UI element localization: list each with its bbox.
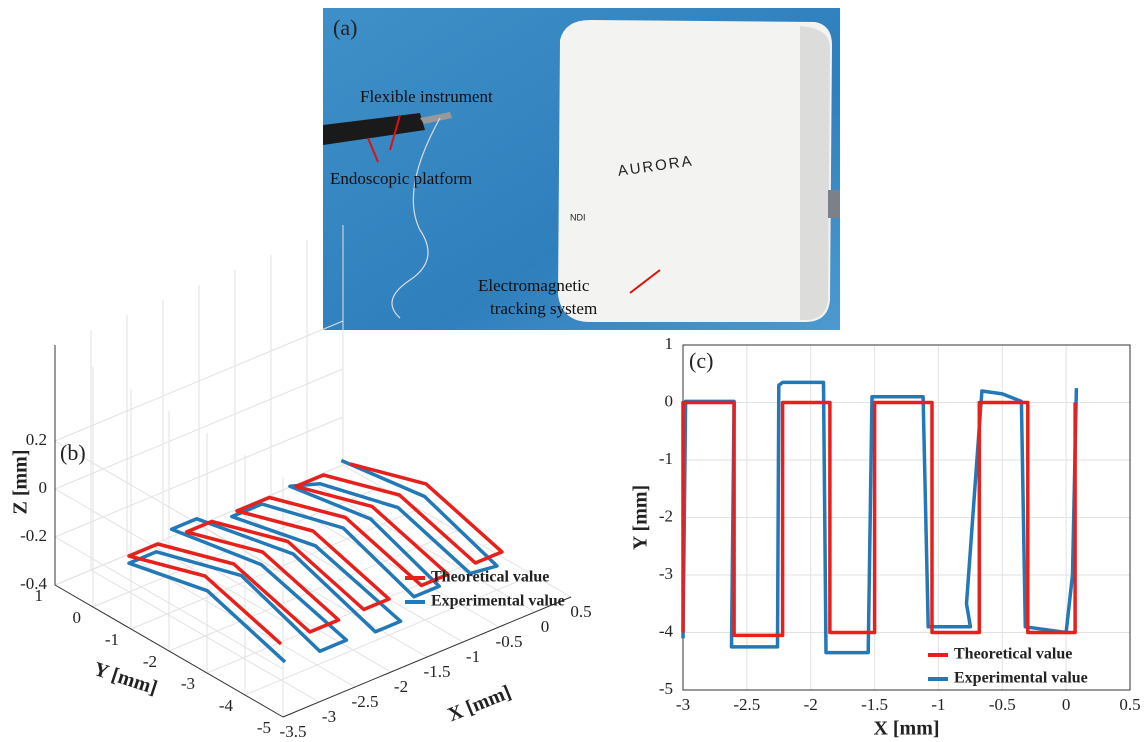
legend-label: Experimental value — [431, 593, 565, 610]
photo: (a) Flexible instrument Endoscopic platf… — [323, 8, 840, 330]
tracker-box — [558, 20, 832, 322]
y-tick-label: -1 — [659, 449, 673, 468]
cable — [828, 190, 840, 218]
z-tick-label: -0.2 — [20, 526, 47, 545]
panel-label: (a) — [333, 15, 357, 40]
y-tick-label: -5 — [257, 718, 271, 737]
x-tick-label: -1.5 — [424, 662, 451, 681]
photo-label: Electromagnetic — [478, 276, 590, 295]
figure: (a) Flexible instrument Endoscopic platf… — [0, 0, 1147, 742]
y-tick-label: 1 — [665, 334, 674, 353]
x-tick-label: -2.5 — [733, 695, 760, 714]
axis-line — [283, 597, 571, 717]
z-tick-label: 0 — [39, 478, 48, 497]
x-tick-label: -3.5 — [280, 722, 307, 741]
photo-label: Endoscopic platform — [330, 169, 472, 188]
x-tick-label: 0.5 — [1119, 695, 1140, 714]
y-tick-label: -2 — [143, 652, 157, 671]
panel-label: (c) — [689, 348, 713, 373]
y-tick-label: -5 — [659, 679, 673, 698]
x-tick-label: -1.5 — [861, 695, 888, 714]
y-tick-label: -4 — [219, 696, 234, 715]
y-tick-label: 0 — [665, 391, 674, 410]
x-tick-label: -1 — [931, 695, 945, 714]
y-tick-label: -3 — [659, 564, 673, 583]
legend-label: Theoretical value — [954, 646, 1072, 663]
maker: NDI — [570, 212, 586, 222]
x-tick-label: -2 — [394, 677, 408, 696]
x-axis-title: X [mm] — [445, 681, 515, 726]
y-axis-title: Y [mm] — [630, 485, 652, 550]
y-tick-label: -4 — [659, 621, 674, 640]
y-tick-label: -2 — [659, 506, 673, 525]
x-tick-label: -0.5 — [989, 695, 1016, 714]
x-tick-label: 0.5 — [570, 602, 591, 621]
x-axis-title: X [mm] — [873, 718, 939, 740]
y-tick-label: -3 — [181, 674, 195, 693]
y-tick-label: -1 — [105, 630, 119, 649]
x-tick-label: -1 — [466, 647, 480, 666]
z-tick-label: -0.4 — [20, 574, 47, 593]
x-tick-label: 0 — [1062, 695, 1071, 714]
photo-label: Flexible instrument — [360, 87, 493, 106]
z-tick-label: 0.2 — [26, 430, 47, 449]
tracker-side — [800, 26, 830, 320]
legend-label: Experimental value — [954, 670, 1088, 687]
data-line — [683, 403, 1075, 636]
x-tick-label: -0.5 — [496, 632, 523, 651]
x-tick-label: 0 — [541, 617, 550, 636]
x-tick-label: -3 — [322, 707, 336, 726]
panel-label: (b) — [60, 440, 86, 465]
legend-label: Theoretical value — [431, 569, 549, 586]
x-tick-label: -3 — [676, 695, 690, 714]
photo-label: tracking system — [490, 299, 597, 318]
data-line — [129, 464, 502, 644]
x-tick-label: -2 — [804, 695, 818, 714]
grid-line — [169, 531, 457, 651]
z-axis-title: Z [mm] — [10, 450, 32, 515]
y-tick-label: 0 — [73, 608, 82, 627]
x-tick-label: -2.5 — [352, 692, 379, 711]
